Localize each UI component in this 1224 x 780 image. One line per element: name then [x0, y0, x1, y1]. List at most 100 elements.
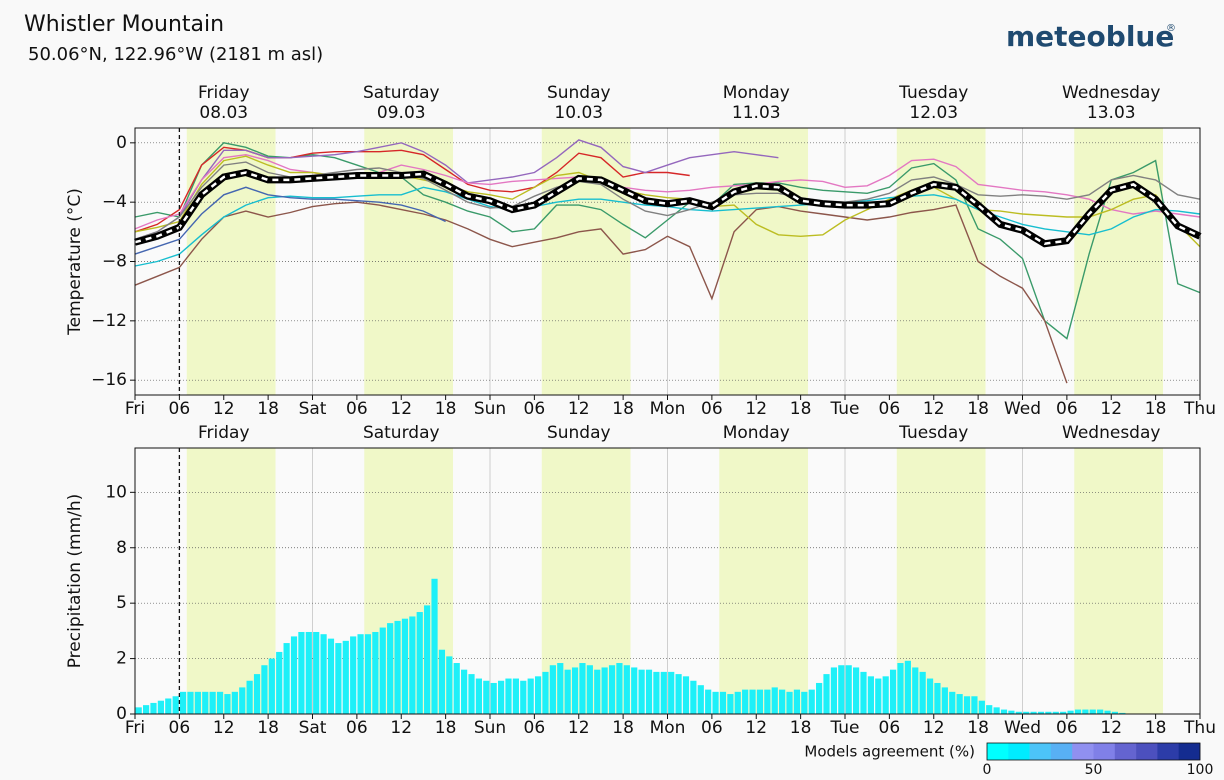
precip-bar	[616, 663, 623, 714]
precip-bar	[1067, 710, 1074, 714]
precip-bar	[867, 676, 874, 714]
x-tick-label: 12	[745, 718, 767, 738]
x-tick-label: 06	[879, 399, 901, 419]
precip-bar	[268, 658, 275, 714]
x-tick-label: 12	[923, 718, 945, 738]
day-date: 08.03	[199, 103, 248, 123]
precip-bar	[571, 667, 579, 714]
precip-bar	[320, 634, 327, 714]
precip-bar	[1037, 711, 1045, 714]
day-date: 12.03	[909, 103, 958, 123]
x-tick-label: 18	[612, 399, 634, 419]
precip-bar	[357, 634, 364, 714]
x-tick-label: 06	[524, 718, 546, 738]
precip-bar	[446, 656, 453, 714]
precip-bar	[438, 649, 446, 714]
precip-bar	[1000, 709, 1008, 714]
precip-bar	[135, 707, 142, 714]
model-line	[134, 146, 690, 233]
precip-bar	[424, 605, 431, 714]
precip-bar	[142, 705, 150, 714]
model-line	[134, 186, 446, 255]
precip-bar	[727, 694, 734, 714]
x-tick-label: 18	[1145, 399, 1167, 419]
x-tick-label: 18	[257, 399, 279, 419]
x-tick-label: 18	[435, 399, 457, 419]
x-tick-label: Sun	[474, 399, 506, 419]
precip-bar	[875, 678, 882, 714]
precip-bar	[431, 578, 438, 714]
precip-bar	[416, 612, 423, 714]
precip-bar	[290, 636, 298, 714]
y-axis-label: Precipitation (mm/h)	[65, 494, 85, 669]
x-tick-label: 06	[346, 718, 368, 738]
precip-bar	[209, 691, 216, 714]
precip-bar	[187, 691, 194, 714]
x-tick-label: 18	[612, 718, 634, 738]
precip-bar	[793, 689, 801, 714]
x-tick-label: 12	[1100, 399, 1122, 419]
precip-bar	[335, 643, 342, 714]
x-tick-label: 06	[701, 399, 723, 419]
precip-bar	[912, 667, 919, 714]
day-name: Friday	[198, 423, 250, 443]
precip-bar	[165, 698, 172, 714]
plot-frame	[134, 447, 1201, 715]
precip-bar	[1074, 709, 1082, 714]
day-name: Monday	[723, 423, 790, 443]
precip-bar	[653, 671, 660, 714]
precip-bar	[453, 663, 460, 714]
colorbar-swatch	[1136, 743, 1158, 760]
y-tick-label: 10	[105, 482, 127, 502]
x-tick-label: 18	[790, 399, 812, 419]
precip-bar	[956, 694, 963, 714]
precip-bar	[372, 631, 379, 714]
precip-bar	[1082, 709, 1089, 714]
precip-bar	[986, 705, 993, 714]
precip-bar	[1111, 711, 1119, 714]
precip-bar	[342, 640, 349, 714]
x-tick-label: Tue	[829, 399, 859, 419]
precip-bar	[719, 691, 727, 714]
x-tick-label: Sat	[299, 718, 327, 738]
precip-bar	[512, 678, 519, 714]
x-tick-label: Fri	[125, 718, 145, 738]
precip-bar	[675, 674, 682, 714]
precip-bar	[830, 667, 838, 714]
title: Whistler Mountain	[24, 12, 224, 37]
precip-bar	[157, 700, 164, 714]
colorbar-swatch	[1050, 743, 1073, 760]
x-tick-label: Wed	[1004, 718, 1041, 738]
precip-bar	[705, 689, 712, 714]
precip-bar	[860, 671, 867, 714]
precip-bar	[246, 680, 253, 714]
precip-bar	[261, 665, 268, 714]
y-tick-label: 5	[116, 593, 127, 613]
precip-bar	[364, 634, 372, 714]
colorbar-frame	[986, 742, 1201, 761]
precip-bar	[327, 638, 335, 714]
day-name: Wednesday	[1062, 83, 1160, 103]
precip-bar	[756, 689, 764, 714]
precip-bar	[239, 687, 246, 714]
x-tick-label: Tue	[829, 718, 859, 738]
precip-bar	[949, 691, 956, 714]
precip-bar	[594, 669, 601, 714]
precip-bar	[534, 676, 542, 714]
precip-bar	[1023, 711, 1030, 714]
precip-bar	[801, 691, 808, 714]
logo-mark: ®	[1166, 23, 1176, 34]
day-date: 11.03	[732, 103, 781, 123]
x-tick-label: Sat	[299, 399, 327, 419]
daylight-band	[896, 448, 986, 714]
precip-bar	[194, 691, 201, 714]
precip-bar	[527, 678, 534, 714]
x-tick-label: 12	[213, 399, 235, 419]
precip-bar	[483, 680, 490, 714]
precip-bar	[638, 669, 645, 714]
x-tick-label: 12	[213, 718, 235, 738]
x-tick-label: 12	[568, 399, 590, 419]
precip-bar	[542, 671, 549, 714]
y-tick-label: −16	[91, 370, 127, 390]
y-tick-label: 0	[116, 133, 127, 153]
